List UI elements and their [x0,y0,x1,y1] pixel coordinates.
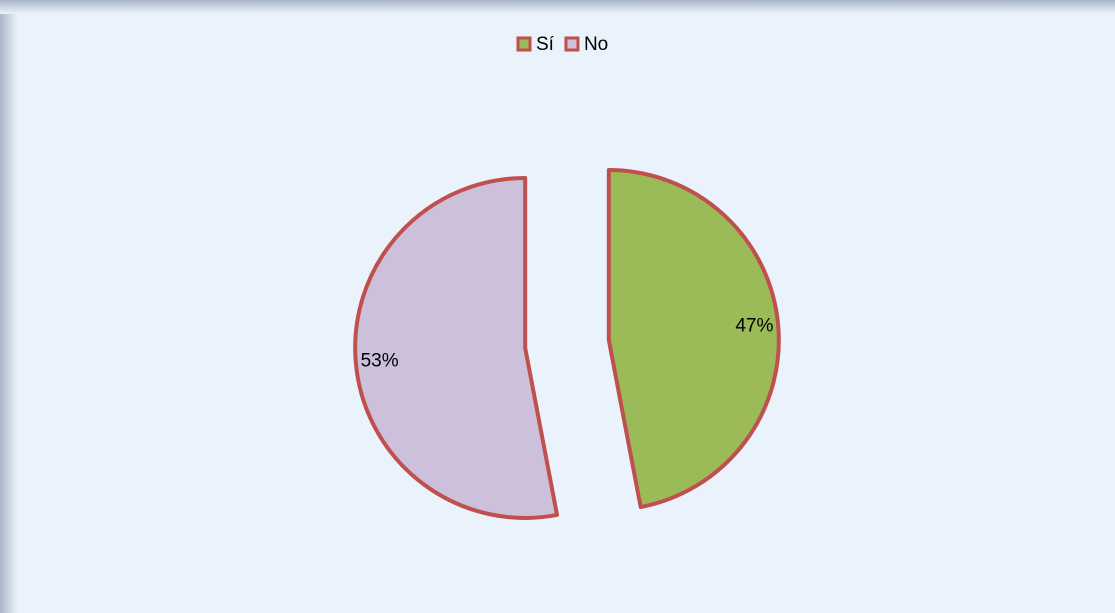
legend-swatch [516,36,532,52]
legend-swatch [564,36,580,52]
legend-label: No [584,34,608,55]
pie-slice [353,175,560,520]
legend-label: Sí [536,34,555,55]
frame-shadow-left [0,0,18,613]
frame-shadow-top [0,0,1115,14]
data-label: 53% [361,351,399,372]
pie-slice [606,168,781,510]
data-label: 47% [735,315,773,336]
